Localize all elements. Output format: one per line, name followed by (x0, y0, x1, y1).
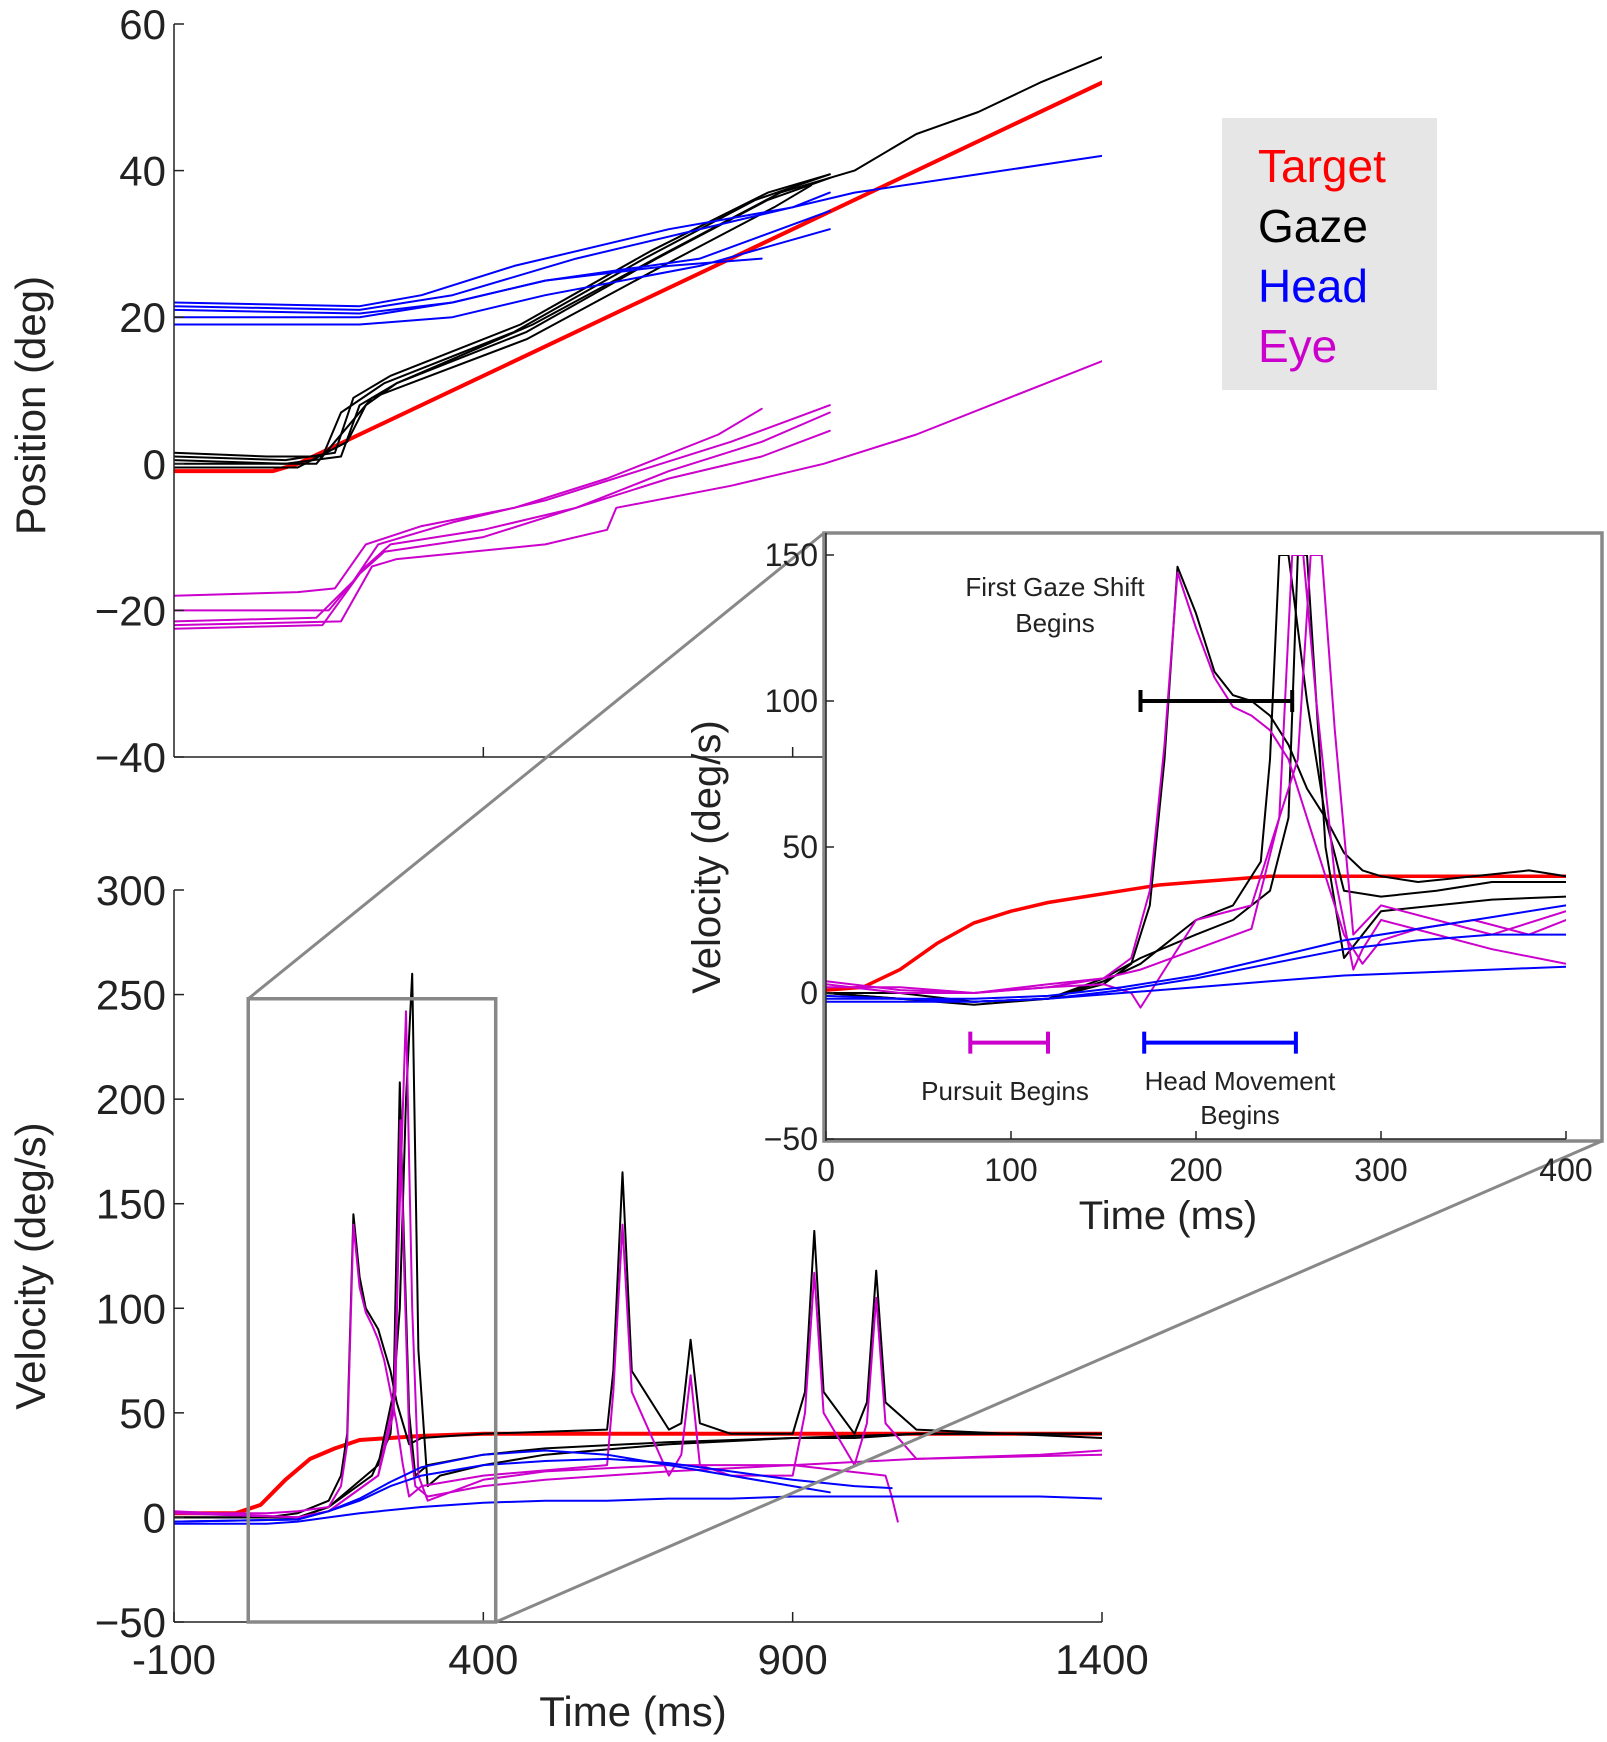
head-move-label: Head Movement (1145, 1066, 1337, 1096)
x-tick-label: -100 (132, 1636, 216, 1683)
zoom-connector-lines (247, 531, 1603, 1624)
y-tick-label: 50 (119, 1390, 166, 1437)
x-tick-label: 300 (1354, 1152, 1407, 1188)
y-tick-label: 50 (782, 829, 818, 865)
gaze-line-2 (174, 173, 831, 462)
head-line-8 (826, 904, 1566, 1000)
annotation-pursuit: Pursuit Begins (921, 1031, 1089, 1106)
legend-item-gaze: Gaze (1258, 200, 1368, 252)
head-line-7 (174, 1495, 1102, 1525)
y-tick-label: 200 (96, 1076, 166, 1123)
y-axis-label: Position (deg) (7, 276, 54, 535)
y-tick-label: 0 (800, 975, 818, 1011)
series-group (174, 972, 1102, 1525)
y-tick-label: 150 (96, 1181, 166, 1228)
series-group (174, 56, 1102, 630)
annotation-head-move: Head Movement Begins (1142, 1031, 1337, 1130)
legend-box (1222, 118, 1437, 390)
target-line-0 (174, 1431, 1102, 1516)
target-line-0 (826, 874, 1566, 992)
x-tick-label: 0 (817, 1152, 835, 1188)
y-tick-label: 300 (96, 867, 166, 914)
x-tick-label: 1400 (1055, 1636, 1148, 1683)
y-tick-label: −50 (764, 1121, 818, 1157)
gaze-line-1 (826, 565, 1566, 1003)
connector-top (247, 531, 825, 1000)
x-tick-label: 200 (1169, 1152, 1222, 1188)
eye-line-5 (174, 1010, 899, 1523)
head-move-label: Begins (1200, 1100, 1280, 1130)
head-line-6 (174, 191, 831, 308)
x-axis-label: Time (ms) (539, 1688, 726, 1735)
eye-line-6 (826, 555, 1566, 1009)
y-tick-label: −20 (95, 587, 166, 634)
y-tick-label: 60 (119, 1, 166, 48)
position-panel: −40 −20 0 20 40 60 Position (deg) (7, 1, 1102, 781)
y-axis-label: Velocity (deg/s) (7, 1122, 54, 1409)
y-tick-label: 0 (143, 441, 166, 488)
eye-line-11 (174, 407, 763, 597)
gaze-line-1 (174, 1171, 1102, 1519)
x-tick-label: 400 (1539, 1152, 1592, 1188)
gaze-line-3 (174, 1081, 1102, 1519)
head-line-10 (174, 154, 1102, 311)
x-axis-label: Time (ms) (1079, 1194, 1257, 1238)
eye-line-14 (174, 411, 831, 612)
y-tick-label: 150 (765, 537, 818, 573)
gaze-shift-label: Begins (1015, 608, 1095, 638)
eye-line-13 (174, 429, 831, 630)
eye-line-5 (826, 555, 1566, 994)
legend-item-eye: Eye (1258, 320, 1337, 372)
eye-line-15 (174, 360, 1102, 627)
x-tick-label: 900 (758, 1636, 828, 1683)
inset-frame (822, 531, 1604, 1143)
y-tick-label: −40 (95, 734, 166, 781)
eye-line-4 (174, 1223, 1102, 1515)
gaze-line-1 (174, 173, 831, 458)
y-axis-label: Velocity (deg/s) (685, 720, 729, 993)
y-tick-label: 250 (96, 972, 166, 1019)
y-tick-label: 100 (765, 683, 818, 719)
pursuit-label: Pursuit Begins (921, 1076, 1089, 1106)
legend-item-target: Target (1258, 140, 1386, 192)
head-line-9 (826, 933, 1566, 1003)
legend-item-head: Head (1258, 260, 1368, 312)
gaze-line-5 (174, 56, 1102, 465)
x-tick-label: 400 (448, 1636, 518, 1683)
legend: Target Gaze Head Eye (1222, 118, 1437, 390)
eye-line-12 (174, 404, 831, 623)
y-tick-label: −50 (95, 1599, 166, 1646)
zoom-box (246, 997, 498, 1624)
y-tick-label: 0 (143, 1494, 166, 1541)
y-tick-label: 20 (119, 294, 166, 341)
eye-line-6 (174, 1119, 1102, 1519)
connector-bottom (495, 1139, 1603, 1624)
head-line-9 (174, 1449, 831, 1523)
series-group (826, 555, 1566, 1009)
head-line-9 (174, 228, 831, 326)
y-tick-label: 100 (96, 1285, 166, 1332)
annotation-gaze-shift: First Gaze Shift Begins (965, 572, 1295, 712)
y-tick-label: 40 (119, 148, 166, 195)
head-line-8 (174, 209, 831, 319)
gaze-shift-label: First Gaze Shift (965, 572, 1145, 602)
x-tick-label: 100 (984, 1152, 1037, 1188)
